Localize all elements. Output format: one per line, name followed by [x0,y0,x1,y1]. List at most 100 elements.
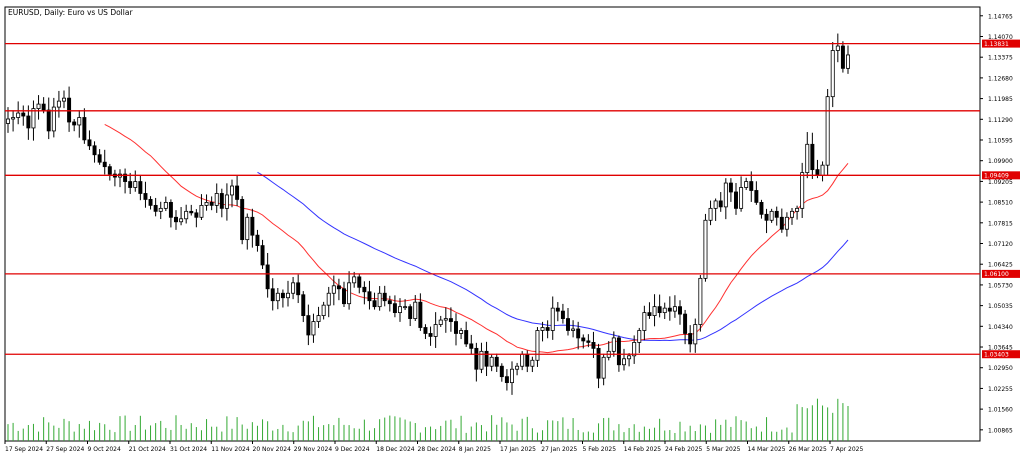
y-tick-label: 1.05730 [988,282,1013,289]
candle-body [16,112,21,118]
candle-body [489,356,494,367]
candle-body [342,288,346,305]
y-tick-label: 1.00865 [988,427,1013,434]
x-tick-label: 14 Mar 2025 [748,446,786,453]
candle-body [754,190,759,203]
x-tick-label: 29 Nov 2024 [294,446,333,453]
y-tick-label: 1.02255 [988,386,1013,393]
candle-body [611,337,616,352]
plot-frame [4,6,981,442]
candle-body [586,340,591,343]
candle-body [846,54,850,69]
candle-body [21,112,26,117]
candle-body [433,324,438,337]
candle-body [632,342,637,357]
candle-body [566,318,570,331]
candle-body [204,202,209,206]
candle-body [581,337,586,342]
candle-body [382,292,387,302]
candle-body [357,276,362,288]
y-tick-label: 1.01560 [988,407,1013,414]
candle-body [413,301,418,319]
candle-body [199,204,204,218]
candle-body [739,187,744,209]
x-tick-label: 7 Apr 2025 [830,446,863,453]
y-tick-label: 1.10595 [988,138,1013,145]
candle-body [336,285,341,290]
x-tick-label: 9 Dec 2024 [335,446,370,453]
candle-body [494,356,499,367]
candle-body [377,292,382,308]
candle-body [535,330,540,361]
candle-body [448,318,453,322]
candle-body [840,45,845,69]
candle-body [454,321,458,334]
y-tick-label: 1.02950 [988,365,1013,372]
candle-body [734,191,738,209]
candle-body [6,118,10,124]
candle-body [46,109,51,132]
candle-body [153,204,158,212]
x-tick-label: 26 Mar 2025 [789,446,827,453]
candle-body [168,202,173,218]
candle-body [550,307,555,331]
candle-body [642,312,647,331]
candle-body [367,291,372,302]
candle-body [128,181,133,188]
x-tick-label: 20 Nov 2024 [253,446,292,453]
candle-body [683,313,688,334]
y-tick-label: 1.07815 [988,220,1013,227]
candle-body [667,307,672,312]
candle-body [790,210,794,218]
x-tick-label: 24 Feb 2025 [665,446,703,453]
candle-body [41,103,46,111]
candle-body [209,202,214,206]
candle-body [67,97,72,123]
y-tick-label: 1.05035 [988,303,1013,310]
candle-body [830,50,835,98]
y-tick-label: 1.04340 [988,324,1013,331]
candle-body [499,365,504,378]
candle-body [82,117,87,141]
x-tick-label: 5 Mar 2025 [706,446,740,453]
x-tick-label: 17 Sep 2024 [5,446,43,453]
candle-body [123,173,128,182]
candle-body [622,358,626,366]
y-tick-label: 1.09900 [988,158,1013,165]
candle-body [576,328,581,339]
candle-body [240,199,245,241]
candle-body [265,264,270,290]
candle-body [316,315,321,322]
ma-fast-line [104,123,849,354]
candle-body [230,185,234,196]
candle-body [560,310,565,319]
candle-body [678,306,682,315]
candle-body [224,194,229,209]
candle-body [362,286,367,293]
candle-body [352,276,357,284]
candle-body [301,294,306,316]
candle-body [820,164,825,176]
candle-body [805,143,810,174]
candle-body [688,333,693,345]
candle-body [245,216,250,241]
candle-body [26,115,31,129]
candle-body [403,306,408,309]
candle-body [72,121,77,126]
candle-body [769,210,774,221]
candle-body [723,182,728,208]
x-tick-label: 11 Nov 2024 [211,446,250,453]
candle-body [275,292,280,302]
candle-body [31,108,36,129]
candle-body [810,143,815,171]
candle-body [250,216,255,236]
candle-body [672,306,677,312]
level-tag [982,171,1020,180]
candle-body [479,350,484,370]
x-tick-label: 17 Jan 2025 [500,446,536,453]
candle-body [530,359,535,367]
candle-body [555,307,560,312]
candle-body [296,282,301,296]
candle-body [163,202,168,209]
